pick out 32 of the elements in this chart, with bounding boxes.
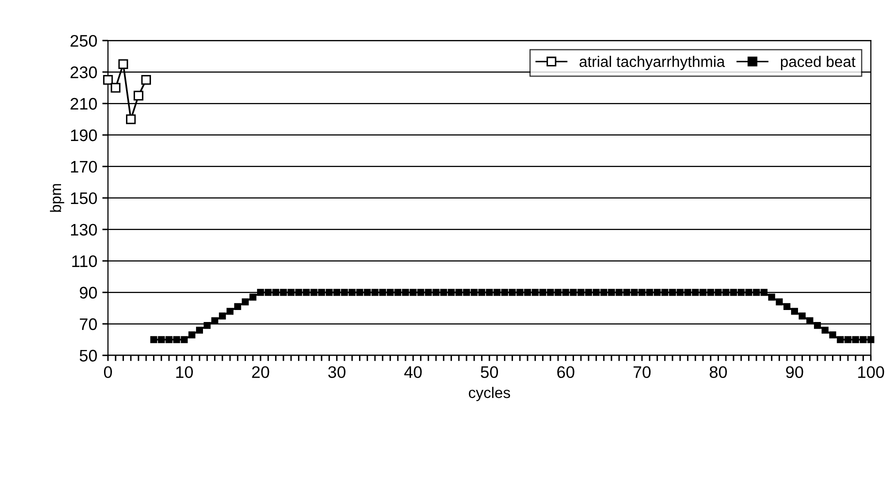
point	[141, 75, 151, 85]
y-tick-label: 150	[71, 192, 97, 204]
point	[103, 75, 113, 85]
point	[134, 90, 144, 100]
x-tick-label: 100	[858, 366, 884, 378]
y-axis-title: bpm	[50, 184, 64, 212]
y-tick-label: 190	[71, 129, 97, 142]
x-tick-label: 80	[710, 366, 727, 378]
x-tick-label: 0	[104, 366, 112, 378]
y-tick-label: 130	[71, 224, 97, 236]
y-tick-label: 50	[80, 350, 97, 362]
x-tick-label: 70	[634, 366, 651, 378]
x-axis-title: cycles	[468, 386, 510, 402]
point	[110, 82, 120, 93]
y-tick-label: 250	[70, 34, 97, 47]
x-tick-label: 60	[557, 366, 574, 378]
x-tick-label: 20	[252, 366, 270, 378]
x-tick-label: 30	[328, 366, 346, 378]
legend-label: atrial tachyarrhythmia	[580, 56, 725, 70]
x-tick-label: 10	[176, 366, 193, 378]
point	[118, 59, 128, 70]
y-tick-label: 110	[72, 255, 97, 268]
y-tick-label: 70	[80, 318, 97, 330]
y-tick-label: 210	[70, 98, 97, 110]
x-tick-label: 90	[786, 366, 804, 378]
point	[126, 114, 136, 124]
legend-label: paced beat	[780, 56, 856, 70]
y-tick-label: 230	[70, 66, 97, 78]
x-tick-label: 50	[480, 366, 498, 378]
x-tick-label: 40	[404, 366, 422, 378]
y-tick-label: 90	[80, 286, 97, 299]
y-tick-label: 170	[71, 160, 97, 173]
